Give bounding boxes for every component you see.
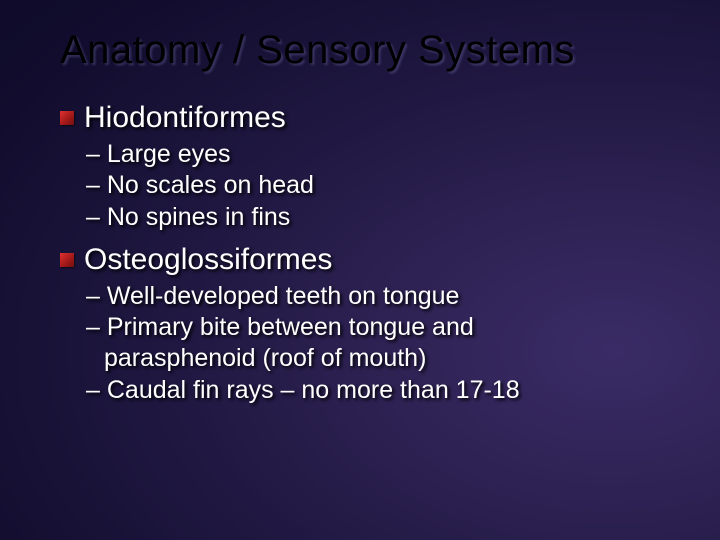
- section-header: Hiodontiformes: [60, 101, 680, 135]
- section-header: Osteoglossiformes: [60, 243, 680, 277]
- list-item: – Large eyes: [86, 139, 680, 170]
- item-text: Large eyes: [107, 140, 231, 168]
- item-text: Caudal fin rays – no more than 17-18: [107, 376, 520, 404]
- section-heading: Hiodontiformes: [84, 101, 286, 135]
- square-bullet-icon: [60, 253, 74, 267]
- sub-list: – Well-developed teeth on tongue – Prima…: [86, 281, 680, 406]
- item-text: Primary bite between tongue and: [107, 313, 474, 341]
- list-item: – No scales on head: [86, 170, 680, 201]
- section-hiodontiformes: Hiodontiformes – Large eyes – No scales …: [60, 101, 680, 233]
- slide-title: Anatomy / Sensory Systems: [60, 28, 680, 73]
- item-text-cont: parasphenoid (roof of mouth): [86, 343, 680, 374]
- item-text: No spines in fins: [107, 203, 290, 231]
- list-item: – Primary bite between tongue andparasph…: [86, 312, 680, 375]
- list-item: – No spines in fins: [86, 202, 680, 233]
- section-heading: Osteoglossiformes: [84, 243, 332, 277]
- list-item: – Well-developed teeth on tongue: [86, 281, 680, 312]
- square-bullet-icon: [60, 111, 74, 125]
- sub-list: – Large eyes – No scales on head – No sp…: [86, 139, 680, 233]
- item-text: No scales on head: [107, 171, 314, 199]
- list-item: – Caudal fin rays – no more than 17-18: [86, 375, 680, 406]
- section-osteoglossiformes: Osteoglossiformes – Well-developed teeth…: [60, 243, 680, 406]
- item-text: Well-developed teeth on tongue: [107, 282, 460, 310]
